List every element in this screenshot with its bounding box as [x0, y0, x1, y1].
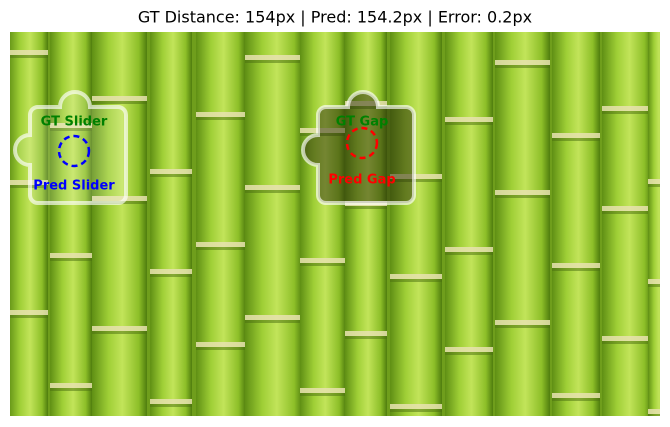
bamboo: [50, 32, 92, 416]
bamboo: [390, 32, 442, 416]
bamboo: [92, 101, 147, 104]
bamboo: [495, 195, 550, 198]
title: GT Distance: 154px | Pred: 154.2px | Err…: [138, 8, 532, 27]
bamboo: [648, 279, 660, 284]
bamboo: [345, 206, 387, 209]
bamboo: [196, 342, 246, 347]
bamboo: [150, 174, 192, 177]
bamboo: [150, 32, 192, 416]
bamboo: [552, 393, 600, 398]
bamboo: [245, 315, 303, 320]
bamboo: [196, 347, 246, 350]
bamboo: [245, 32, 303, 416]
bamboo: [300, 393, 346, 396]
bamboo: [196, 117, 246, 120]
bamboo: [300, 263, 346, 266]
bamboo: [552, 32, 600, 416]
bamboo: [648, 184, 660, 187]
bamboo: [10, 55, 48, 58]
bamboo: [552, 268, 600, 271]
bamboo: [92, 326, 147, 331]
bamboo: [602, 336, 652, 341]
bamboo: [648, 409, 660, 414]
bamboo: [495, 60, 550, 65]
bamboo: [495, 320, 550, 325]
gap-piece: [301, 90, 416, 205]
bamboo: [390, 409, 442, 412]
bamboo: [445, 247, 493, 252]
bamboo: [602, 341, 652, 344]
bamboo: [390, 404, 442, 409]
bamboo: [552, 133, 600, 138]
label: Pred Slider: [33, 179, 115, 194]
label: Pred Gap: [328, 173, 395, 188]
bamboo: [10, 315, 48, 318]
bamboo: [648, 32, 660, 416]
slider-piece: [13, 90, 128, 205]
bamboo: [245, 185, 303, 190]
bamboo: [92, 96, 147, 101]
bamboo: [196, 247, 246, 250]
bamboo: [648, 414, 660, 416]
bamboo: [50, 128, 92, 131]
bamboo: [552, 398, 600, 401]
bamboo: [495, 32, 550, 416]
bamboo: [495, 65, 550, 68]
bamboo: [10, 50, 48, 55]
bamboo: [445, 252, 493, 255]
label: GT Slider: [41, 115, 108, 130]
bamboo: [196, 32, 246, 416]
bamboo: [495, 190, 550, 195]
bamboo: [495, 325, 550, 328]
image: [10, 32, 660, 416]
pred-gap-circle: [345, 126, 379, 160]
bamboo: [150, 269, 192, 274]
bamboo: [300, 258, 346, 263]
bamboo: [390, 274, 442, 279]
bamboo: [10, 310, 48, 315]
bamboo: [50, 383, 92, 388]
bamboo: [150, 404, 192, 407]
bamboo: [552, 138, 600, 141]
bamboo: [50, 253, 92, 258]
pred-slider-circle: [57, 134, 91, 168]
bamboo: [345, 32, 387, 416]
bamboo: [445, 347, 493, 352]
bamboo: [552, 263, 600, 268]
bamboo: [345, 331, 387, 336]
bamboo: [50, 123, 92, 128]
bamboo: [245, 60, 303, 63]
bamboo: [602, 106, 652, 111]
bamboo: [245, 55, 303, 60]
bamboo: [196, 112, 246, 117]
bamboo: [245, 190, 303, 193]
bamboo: [445, 122, 493, 125]
bamboo: [10, 32, 48, 416]
bamboo: [150, 399, 192, 404]
bamboo: [300, 388, 346, 393]
bamboo: [345, 336, 387, 339]
bamboo: [648, 284, 660, 287]
bamboo: [445, 117, 493, 122]
bamboo: [50, 258, 92, 261]
bamboo: [602, 111, 652, 114]
bamboo: [245, 320, 303, 323]
bamboo: [92, 331, 147, 334]
bamboo: [602, 32, 652, 416]
bamboo: [648, 179, 660, 184]
bamboo: [50, 388, 92, 391]
bamboo: [602, 211, 652, 214]
bamboo: [602, 206, 652, 211]
bamboo: [445, 352, 493, 355]
label: GT Gap: [336, 115, 389, 130]
bamboo: [390, 279, 442, 282]
bamboo: [150, 169, 192, 174]
bamboo: [150, 274, 192, 277]
bamboo: [445, 32, 493, 416]
bamboo: [300, 32, 346, 416]
bamboo: [92, 196, 147, 201]
bamboo: [196, 242, 246, 247]
bamboo: [92, 32, 147, 416]
